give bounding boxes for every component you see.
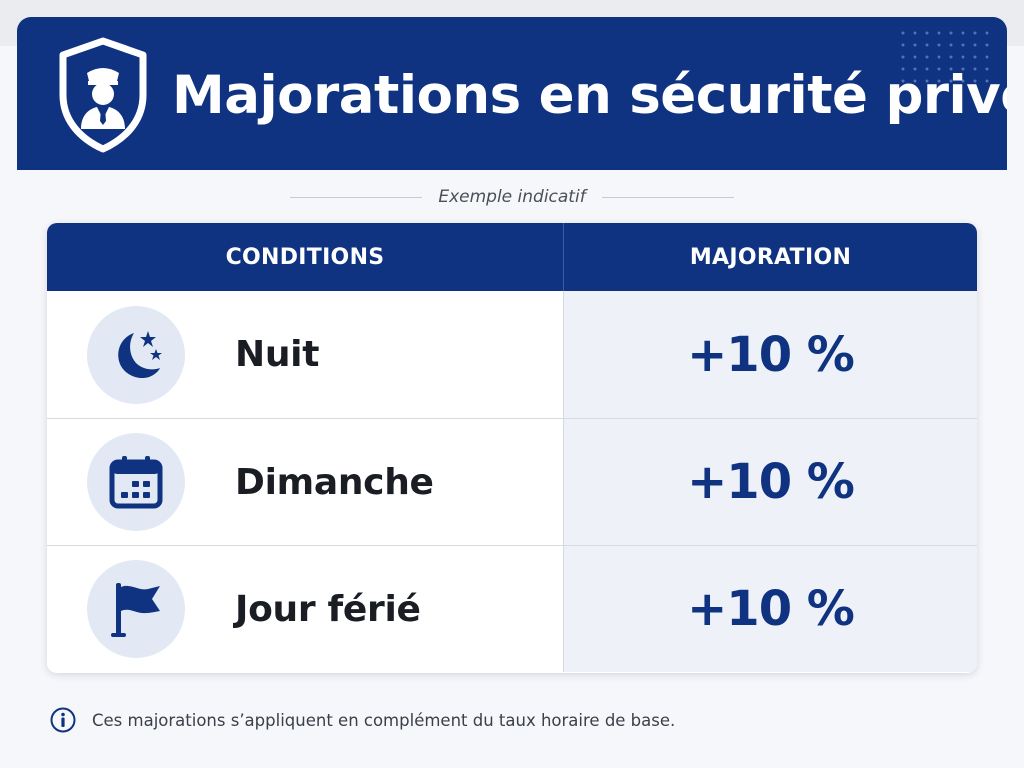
header-banner: Majorations en sécurité privée — [17, 17, 1007, 170]
table-header: CONDITIONS MAJORATION — [47, 223, 977, 291]
table-row: Dimanche +10 % — [47, 418, 977, 545]
majoration-value: +10 % — [564, 419, 977, 545]
column-header-majoration: MAJORATION — [689, 244, 852, 270]
security-guard-shield-icon — [59, 37, 147, 153]
majorations-table: CONDITIONS MAJORATION Nuit +10 % — [47, 223, 977, 673]
flag-icon — [87, 560, 185, 658]
condition-cell: Jour férié — [47, 546, 564, 672]
subtitle-row: Exemple indicatif — [290, 184, 735, 210]
divider-right — [601, 196, 735, 198]
column-header-conditions: CONDITIONS — [47, 223, 564, 291]
table-row: Nuit +10 % — [47, 291, 977, 418]
subtitle: Exemple indicatif — [438, 187, 586, 207]
table-row: Jour férié +10 % — [47, 545, 977, 672]
footnote-text: Ces majorations s’appliquent en compléme… — [92, 710, 676, 730]
dot-pattern — [897, 27, 993, 87]
page-title: Majorations en sécurité privée — [172, 65, 1007, 126]
condition-cell: Nuit — [47, 291, 564, 418]
info-icon — [50, 707, 76, 733]
condition-label: Dimanche — [235, 461, 434, 503]
footnote: Ces majorations s’appliquent en compléme… — [50, 706, 675, 734]
calendar-icon — [87, 433, 185, 531]
condition-cell: Dimanche — [47, 419, 564, 545]
condition-label: Jour férié — [235, 588, 421, 630]
moon-stars-icon — [87, 305, 185, 404]
condition-label: Nuit — [235, 334, 320, 375]
majoration-value: +10 % — [564, 546, 977, 672]
divider-left — [290, 196, 423, 198]
majoration-value: +10 % — [564, 291, 977, 418]
